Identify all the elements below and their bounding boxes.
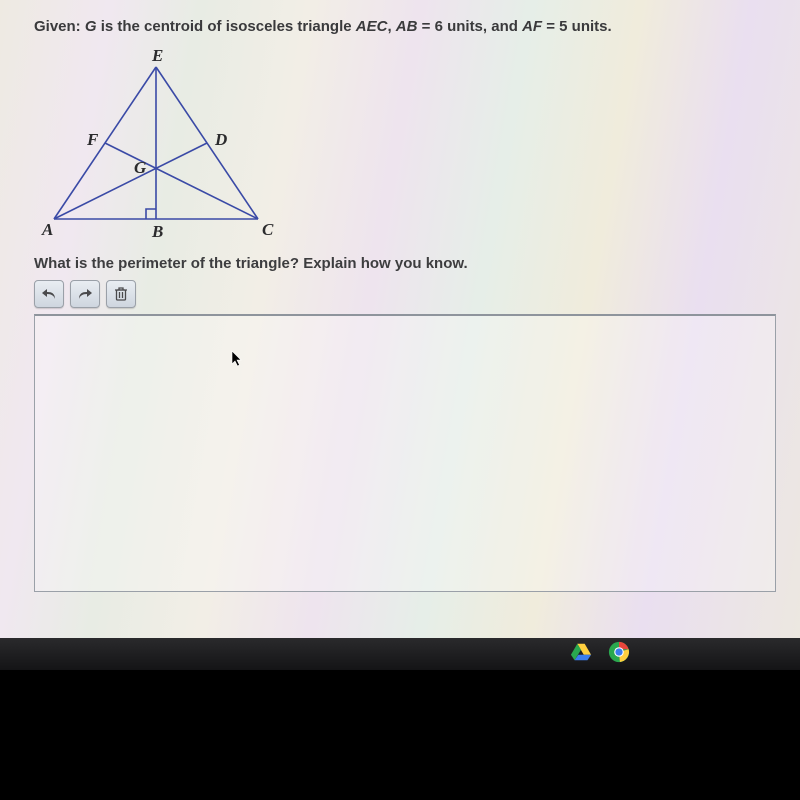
google-drive-icon[interactable] bbox=[570, 641, 592, 663]
given-eq1: = 6 units, and bbox=[417, 18, 522, 35]
var-aec: AEC bbox=[356, 18, 388, 35]
editor-toolbar bbox=[34, 280, 778, 308]
svg-text:A: A bbox=[41, 220, 53, 239]
physical-bezel bbox=[0, 670, 800, 800]
system-tray bbox=[570, 641, 630, 663]
svg-text:C: C bbox=[262, 220, 274, 239]
svg-text:F: F bbox=[86, 130, 99, 149]
svg-text:D: D bbox=[214, 130, 227, 149]
clear-button[interactable] bbox=[106, 280, 136, 308]
var-ab: AB bbox=[396, 18, 418, 35]
answer-textarea[interactable] bbox=[34, 314, 776, 592]
trash-icon bbox=[114, 286, 128, 302]
given-statement: Given: G is the centroid of isosceles tr… bbox=[34, 18, 778, 35]
undo-button[interactable] bbox=[34, 280, 64, 308]
given-prefix: Given: bbox=[34, 18, 85, 35]
google-chrome-icon[interactable] bbox=[608, 641, 630, 663]
undo-icon bbox=[41, 287, 57, 301]
mouse-cursor bbox=[231, 350, 243, 368]
var-g: G bbox=[85, 18, 97, 35]
screen-area: Given: G is the centroid of isosceles tr… bbox=[0, 0, 800, 665]
var-af: AF bbox=[522, 18, 542, 35]
taskbar bbox=[0, 638, 800, 670]
triangle-svg: A B C E F D G bbox=[36, 49, 286, 244]
svg-text:B: B bbox=[151, 222, 163, 241]
svg-text:G: G bbox=[134, 158, 147, 177]
triangle-figure: A B C E F D G bbox=[36, 49, 778, 249]
svg-text:E: E bbox=[151, 49, 163, 65]
question-content: Given: G is the centroid of isosceles tr… bbox=[0, 0, 800, 592]
given-eq2: = 5 units. bbox=[542, 18, 612, 35]
question-prompt: What is the perimeter of the triangle? E… bbox=[34, 255, 778, 272]
given-mid2: , bbox=[387, 18, 395, 35]
redo-button[interactable] bbox=[70, 280, 100, 308]
given-mid1: is the centroid of isosceles triangle bbox=[97, 18, 356, 35]
redo-icon bbox=[77, 287, 93, 301]
